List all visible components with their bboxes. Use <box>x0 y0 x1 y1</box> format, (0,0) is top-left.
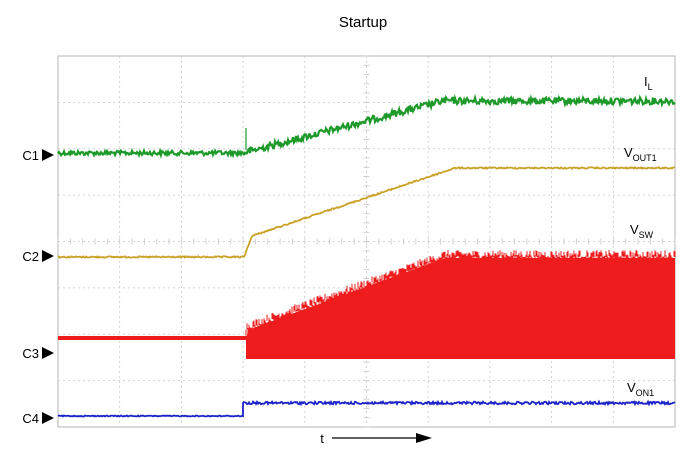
channel-label-c2: C2 <box>22 249 39 264</box>
channel-label-c4: C4 <box>22 411 39 426</box>
chart-title: Startup <box>339 14 387 31</box>
traces <box>57 93 676 418</box>
x-axis-label: t <box>320 431 324 446</box>
series-label-c3: VSW <box>630 222 654 240</box>
channel-marker-c2 <box>42 250 54 262</box>
trace-von1 <box>57 399 676 418</box>
series-label-c2: VOUT1 <box>624 145 657 163</box>
channel-label-c1: C1 <box>22 148 39 163</box>
trace-il <box>57 93 676 160</box>
channel-marker-c4 <box>42 412 54 424</box>
time-arrow <box>332 433 432 443</box>
channel-labels: C1 C2 C3 C4 <box>22 148 54 426</box>
channel-marker-c1 <box>42 149 54 161</box>
series-labels: IL VOUT1 VSW VON1 <box>624 74 657 398</box>
trace-vsw-envelope <box>246 258 675 359</box>
channel-label-c3: C3 <box>22 346 39 361</box>
grid <box>57 55 676 428</box>
series-label-c1: IL <box>644 74 653 92</box>
trace-vout1 <box>57 165 675 260</box>
trace-vsw-noise <box>245 250 676 336</box>
channel-marker-c3 <box>42 347 54 359</box>
series-label-c4: VON1 <box>627 380 654 398</box>
